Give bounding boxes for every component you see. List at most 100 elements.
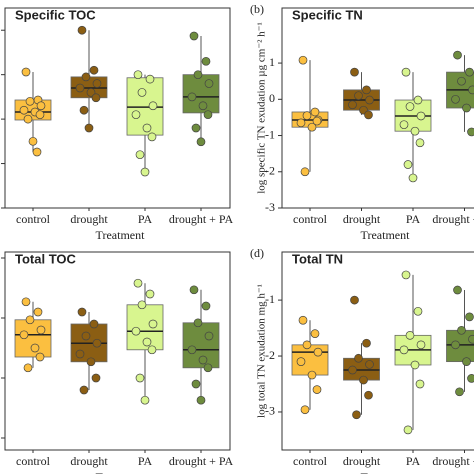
x-tick-label: drought [343, 454, 381, 468]
data-point [133, 70, 143, 80]
data-point [77, 25, 87, 35]
data-point [365, 95, 374, 105]
data-point [193, 70, 203, 80]
data-point [203, 363, 213, 373]
x-tick-label: control [293, 212, 328, 226]
data-point [77, 307, 87, 317]
x-axis-label: Treatment [361, 228, 411, 242]
data-point [413, 306, 423, 316]
data-point [302, 340, 312, 350]
data-point [362, 85, 371, 95]
data-point [310, 329, 320, 339]
data-point [196, 137, 206, 147]
panel-tag: (b) [250, 2, 264, 16]
data-point [137, 88, 147, 97]
x-tick-label: drought [70, 454, 108, 468]
y-tick-label: -1 [265, 127, 275, 141]
data-point [465, 312, 474, 322]
data-point [462, 357, 471, 366]
data-point [457, 325, 466, 335]
data-point [416, 340, 426, 350]
data-point [89, 319, 99, 329]
x-tick-label: control [293, 454, 328, 468]
plot-frame [281, 251, 474, 451]
data-point [415, 379, 425, 389]
data-point [296, 118, 306, 128]
data-point [399, 120, 409, 130]
data-point [359, 375, 368, 385]
data-point [453, 50, 462, 60]
data-point [350, 295, 359, 305]
data-point [201, 56, 211, 66]
data-point [142, 337, 152, 347]
data-point [187, 345, 197, 355]
data-point [191, 123, 201, 133]
box [446, 329, 474, 363]
data-point [198, 101, 208, 111]
data-point [133, 278, 143, 288]
plot-frame [281, 7, 474, 209]
data-point [148, 319, 158, 329]
data-point [148, 101, 158, 111]
data-point [451, 94, 460, 104]
data-point [30, 343, 40, 353]
x-tick-label: PA [406, 454, 421, 468]
data-point [296, 357, 306, 366]
data-point [36, 325, 46, 335]
data-point [147, 132, 157, 142]
data-point [462, 103, 471, 113]
data-point [405, 102, 415, 111]
x-tick-label: drought + PA [432, 454, 474, 468]
data-point [403, 160, 413, 169]
box [14, 319, 52, 358]
data-point [201, 301, 211, 311]
data-point [84, 123, 94, 133]
data-point [91, 373, 101, 383]
data-point [21, 297, 31, 307]
data-point [362, 338, 371, 348]
data-point [204, 331, 214, 341]
data-point [33, 307, 43, 317]
data-point [348, 365, 357, 375]
data-point [467, 374, 474, 383]
data-point [453, 285, 462, 295]
data-point [19, 330, 29, 340]
x-tick-label: drought [70, 212, 108, 226]
data-point [32, 147, 42, 157]
y-tick-label: -1 [265, 292, 275, 306]
data-point [405, 330, 415, 340]
x-axis-label: Treatment [96, 470, 146, 474]
data-point [193, 318, 203, 328]
data-point [312, 385, 322, 394]
data-point [204, 79, 214, 88]
x-tick-label: drought + PA [432, 212, 474, 226]
data-point [413, 95, 423, 105]
data-point [75, 83, 85, 93]
data-point [196, 395, 206, 405]
x-tick-label: PA [138, 454, 153, 468]
data-point [135, 150, 145, 160]
data-point [401, 67, 411, 77]
data-point [364, 110, 373, 120]
data-point [468, 85, 474, 95]
data-point [298, 55, 308, 65]
data-point [79, 105, 89, 115]
data-point [28, 136, 38, 146]
data-point [35, 352, 45, 362]
data-point [140, 395, 150, 405]
data-point [313, 347, 323, 357]
data-point [300, 167, 310, 177]
data-point [302, 111, 312, 120]
data-point [352, 410, 361, 420]
data-point [451, 340, 460, 350]
data-point [468, 334, 474, 344]
data-point [354, 91, 363, 101]
data-point [300, 405, 310, 415]
plot-frame [4, 251, 231, 451]
data-point [25, 315, 35, 325]
y-tick-label: 0 [269, 91, 275, 105]
data-point [403, 425, 413, 435]
data-point [467, 127, 474, 137]
plot-frame [4, 7, 231, 209]
x-tick-label: drought + PA [169, 454, 234, 468]
